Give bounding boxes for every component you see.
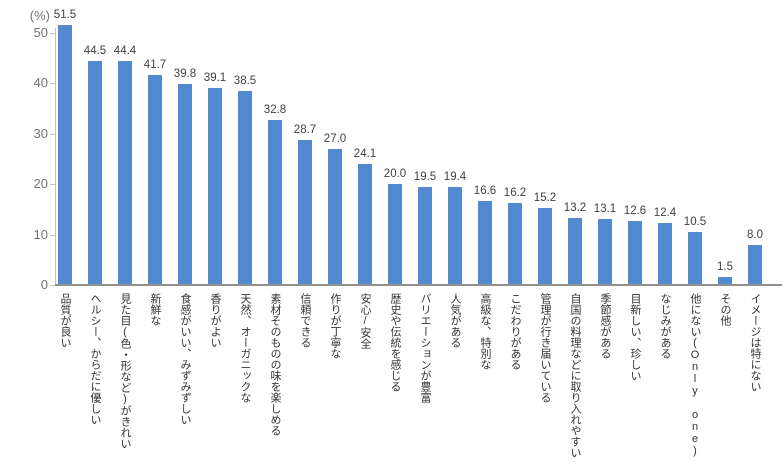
value-label-17: 13.2 <box>563 202 587 215</box>
y-tick-mark-30 <box>50 133 55 135</box>
value-label-4: 39.8 <box>173 68 197 81</box>
y-axis-line <box>55 28 56 285</box>
value-label-22: 1.5 <box>717 261 733 274</box>
category-label-3: 新鮮な <box>149 293 161 326</box>
category-label-22: その他 <box>719 293 731 326</box>
bar-19 <box>628 221 642 285</box>
category-label-10: 安心/安全 <box>359 293 371 349</box>
bar-7 <box>268 119 282 285</box>
bar-4 <box>178 84 192 285</box>
bar-12 <box>418 186 432 285</box>
category-label-9: 作りが丁寧な <box>329 293 341 359</box>
value-label-5: 39.1 <box>203 71 227 84</box>
category-label-15: こだわりがある <box>509 293 521 370</box>
category-label-12: バリエーションが豊富 <box>419 293 431 403</box>
value-label-15: 16.2 <box>503 187 527 200</box>
category-label-5: 香りがよい <box>209 293 221 348</box>
value-label-6: 38.5 <box>233 74 257 87</box>
y-tick-label-20: 20 <box>33 176 48 192</box>
value-label-3: 41.7 <box>143 58 167 71</box>
value-label-23: 8.0 <box>747 228 763 241</box>
y-tick-mark-0 <box>50 285 55 286</box>
category-label-11: 歴史や伝統を感じる <box>389 293 401 392</box>
bar-15 <box>508 203 522 285</box>
value-label-21: 10.5 <box>683 216 707 229</box>
category-label-19: 目新しい、珍しい <box>629 293 641 381</box>
x-axis-baseline <box>55 284 782 286</box>
value-label-10: 24.1 <box>353 147 377 160</box>
bar-8 <box>298 140 312 285</box>
category-label-7: 素材そのものの味を楽しめる <box>269 293 281 436</box>
bar-21 <box>688 232 702 285</box>
y-tick-label-10: 10 <box>33 226 48 242</box>
category-label-23: イメージは特にない <box>749 293 761 392</box>
value-label-18: 13.1 <box>593 202 617 215</box>
value-label-2: 44.4 <box>113 45 137 58</box>
value-label-1: 44.5 <box>83 44 107 57</box>
bar-11 <box>388 184 402 285</box>
value-label-7: 32.8 <box>263 103 287 116</box>
value-label-11: 20.0 <box>383 168 407 181</box>
y-tick-label-50: 50 <box>33 25 48 40</box>
value-label-14: 16.6 <box>473 185 497 198</box>
value-label-16: 15.2 <box>533 192 557 205</box>
category-label-0: 品質が良い <box>59 293 71 348</box>
y-tick-label-40: 40 <box>33 75 48 91</box>
category-label-1: ヘルシー、からだに優しい <box>89 293 101 425</box>
value-label-13: 19.4 <box>443 171 467 184</box>
bar-23 <box>748 244 762 285</box>
y-tick-label-30: 30 <box>33 125 48 141</box>
value-label-19: 12.6 <box>623 205 647 218</box>
bar-22 <box>718 277 732 285</box>
bar-10 <box>358 163 372 285</box>
y-tick-mark-50 <box>50 33 55 34</box>
y-tick-mark-40 <box>50 83 55 85</box>
category-label-4: 食感がいい、みずみずしい <box>179 293 191 425</box>
value-label-12: 19.5 <box>413 170 437 183</box>
category-label-18: 季節感がある <box>599 293 611 359</box>
bar-13 <box>448 187 462 285</box>
category-label-16: 管理が行き届いている <box>539 293 551 403</box>
y-tick-label-0: 0 <box>40 277 48 292</box>
category-label-2: 見た目(色・形など)がきれい <box>119 293 131 449</box>
y-tick-mark-10 <box>50 234 55 236</box>
bar-6 <box>238 90 252 285</box>
value-label-0: 51.5 <box>53 9 77 22</box>
bar-17 <box>568 218 582 285</box>
bar-16 <box>538 208 552 285</box>
bar-2 <box>118 61 132 285</box>
category-label-8: 信頼できる <box>299 293 311 348</box>
bar-1 <box>88 60 102 285</box>
category-label-14: 高級な、特別な <box>479 293 491 370</box>
y-axis-unit-label: (%) <box>29 8 50 23</box>
value-label-8: 28.7 <box>293 124 317 137</box>
category-label-17: 自国の料理などに取り入れやすい <box>569 293 581 458</box>
bar-5 <box>208 87 222 285</box>
value-label-9: 27.0 <box>323 132 347 145</box>
y-tick-mark-20 <box>50 184 55 186</box>
category-label-13: 人気がある <box>449 293 461 348</box>
category-label-6: 天然、オーガニックな <box>239 293 251 403</box>
bar-20 <box>658 222 672 285</box>
bar-18 <box>598 218 612 285</box>
category-label-20: なじみがある <box>659 293 671 359</box>
value-label-20: 12.4 <box>653 206 677 219</box>
bar-0 <box>58 25 72 285</box>
bar-14 <box>478 201 492 285</box>
bar-9 <box>328 148 342 285</box>
category-label-21: 他にない(Only one) <box>689 293 701 457</box>
bar-3 <box>148 74 162 285</box>
